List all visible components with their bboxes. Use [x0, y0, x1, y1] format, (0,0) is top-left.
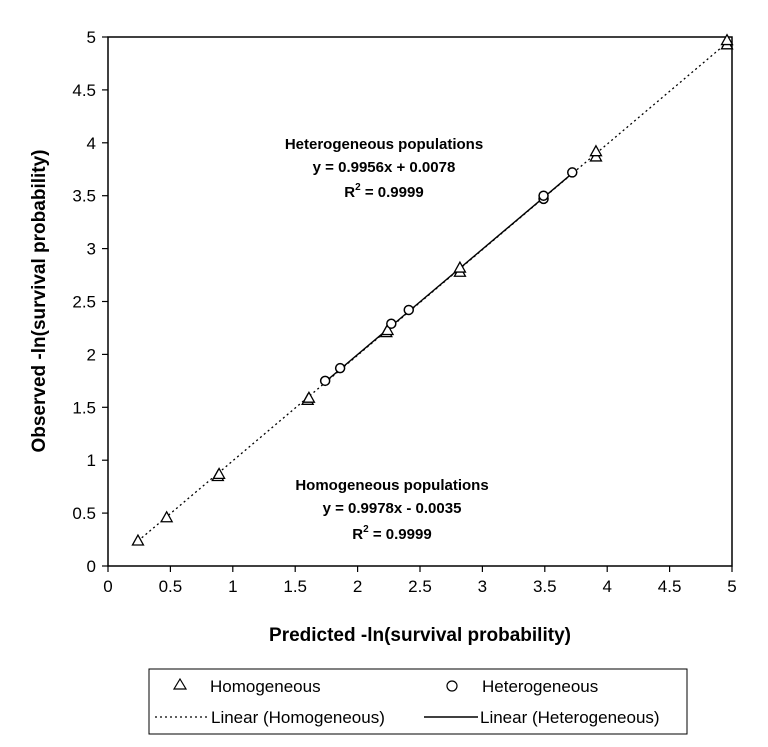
heterogeneous-point [334, 362, 346, 374]
x-tick-label: 1 [228, 577, 237, 596]
legend-label-linear-homogeneous: Linear (Homogeneous) [211, 708, 385, 727]
legend-label-linear-heterogeneous: Linear (Heterogeneous) [480, 708, 660, 727]
heterogeneous-point [538, 190, 549, 201]
x-tick-label: 1.5 [283, 577, 307, 596]
annotation-heterogeneous-equation: y = 0.9956x + 0.0078 [313, 159, 456, 176]
annotation-heterogeneous-box [262, 130, 514, 204]
annotation-homogeneous-title: Homogeneous populations [295, 477, 488, 494]
y-tick-label: 1 [87, 451, 96, 470]
legend-label-heterogeneous: Heterogeneous [482, 677, 598, 696]
legend-label-homogeneous: Homogeneous [210, 677, 321, 696]
annotation-heterogeneous-r2: R2 = 0.9999 [344, 182, 423, 201]
annotation-heterogeneous-title: Heterogeneous populations [285, 136, 483, 153]
y-tick-label: 0.5 [72, 504, 96, 523]
homogeneous-point [160, 510, 174, 523]
y-tick-label: 4.5 [72, 81, 96, 100]
legend-box [148, 668, 688, 735]
y-tick-label: 3.5 [72, 187, 96, 206]
y-tick-label: 5 [87, 28, 96, 47]
homogeneous-point [380, 323, 395, 336]
x-tick-label: 2 [353, 577, 362, 596]
legend-circle-marker [446, 680, 458, 692]
trendline-layer [137, 42, 728, 542]
homogeneous-point [720, 33, 734, 46]
heterogeneous-point [403, 304, 415, 316]
y-tick-label: 2 [87, 345, 96, 364]
x-axis-title: Predicted -ln(survival probability) [269, 625, 571, 646]
x-tick-label: 2.5 [408, 577, 432, 596]
x-tick-label: 0 [103, 577, 112, 596]
x-tick-label: 5 [727, 577, 736, 596]
heterogeneous-point [319, 375, 331, 387]
homogeneous-point [212, 467, 226, 480]
trendline-heterogeneous [324, 172, 573, 383]
y-tick-label: 2.5 [72, 293, 96, 312]
x-tick-label: 4 [602, 577, 611, 596]
homogeneous-point [453, 260, 467, 273]
annotation-homogeneous-r2: R2 = 0.9999 [352, 524, 431, 543]
x-tick-label: 3.5 [533, 577, 557, 596]
y-tick-label: 3 [87, 240, 96, 259]
x-tick-label: 0.5 [159, 577, 183, 596]
x-tick-label: 4.5 [658, 577, 682, 596]
annotation-homogeneous-equation: y = 0.9978x - 0.0035 [323, 500, 462, 517]
x-tick-label: 3 [478, 577, 487, 596]
points-layer [131, 33, 734, 546]
homogeneous-point [131, 533, 145, 546]
heterogeneous-point [386, 318, 397, 329]
tick-layer: 0 0.5 1 1.5 2 2.5 3 3.5 4 4.5 5 0 0.5 1 1.5 2 2.5 3 3.5 4 4.… [72, 28, 736, 596]
heterogeneous-point [567, 167, 578, 178]
y-tick-label: 4 [87, 134, 96, 153]
homogeneous-point [589, 144, 603, 157]
y-axis-title: Observed -ln(survival probability) [29, 149, 50, 452]
y-tick-label: 0 [87, 557, 96, 576]
legend-triangle-marker [172, 677, 188, 690]
annotation-homogeneous-box [262, 470, 514, 546]
y-tick-label: 1.5 [72, 398, 96, 417]
homogeneous-point [302, 390, 316, 403]
